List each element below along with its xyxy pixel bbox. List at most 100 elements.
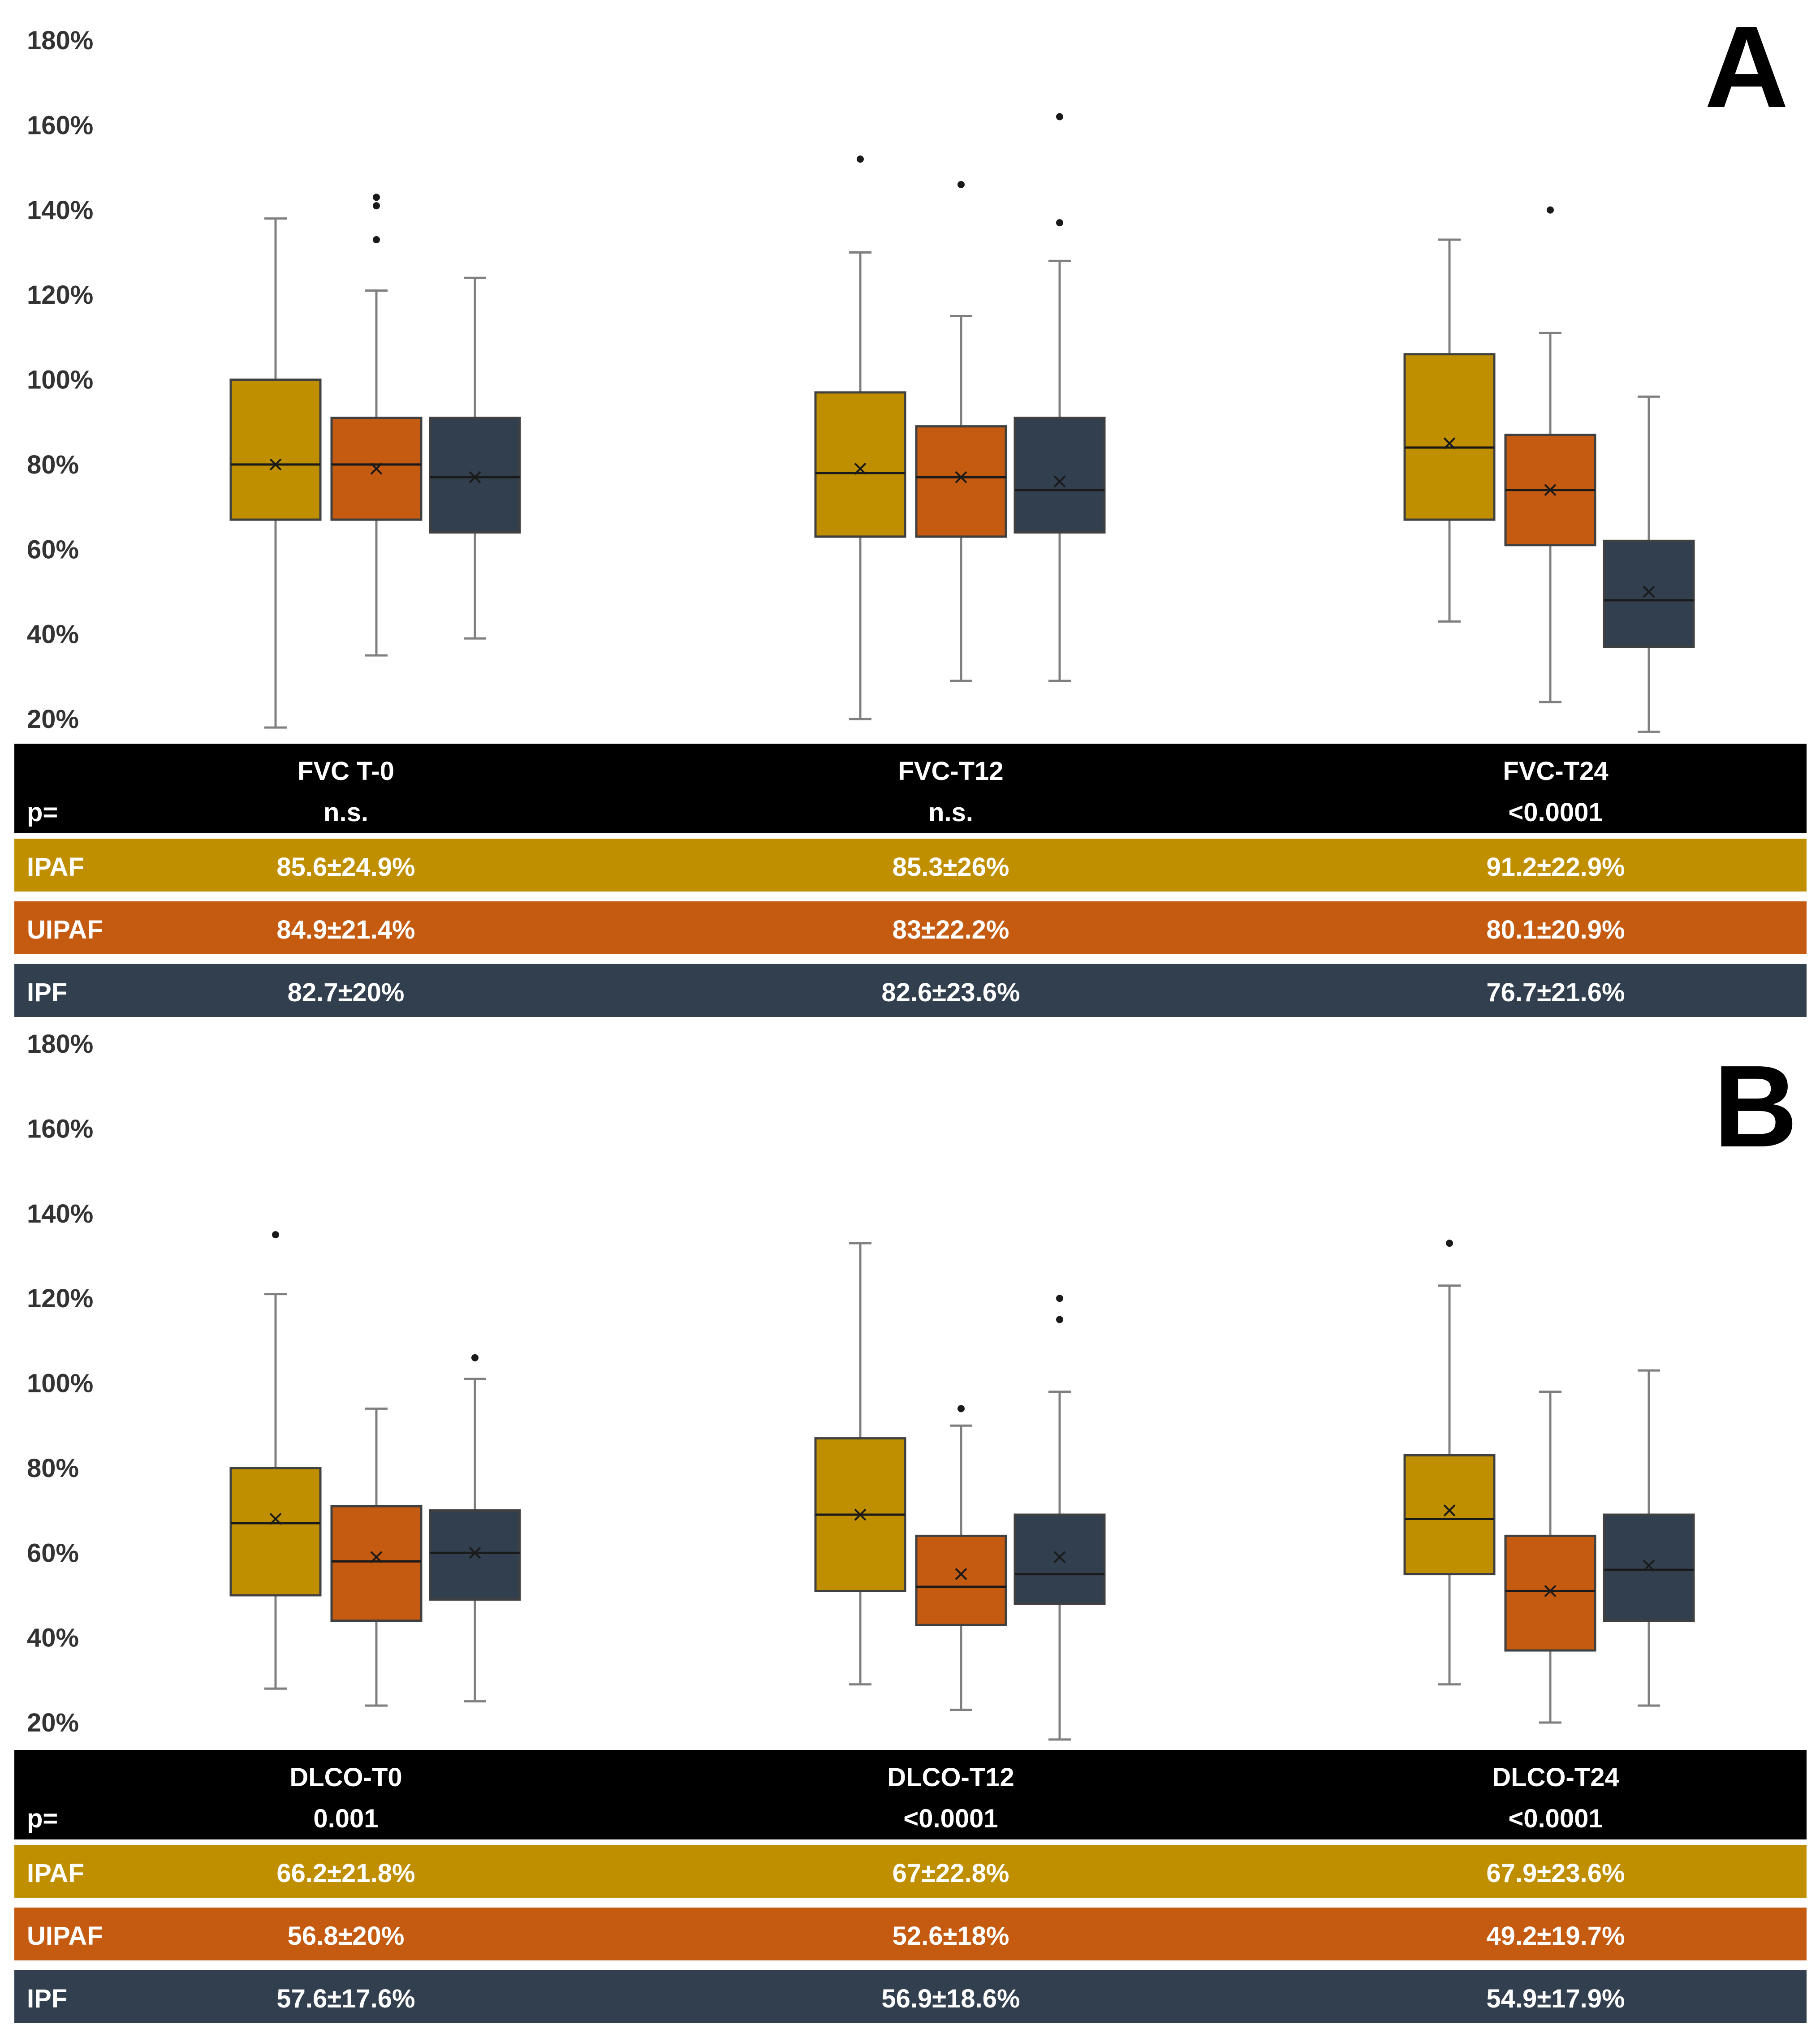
y-tick-label: 40% <box>27 1624 79 1653</box>
y-tick-label: 80% <box>27 1454 79 1483</box>
group-name: DLCO-T0 <box>289 1763 402 1792</box>
box-ipf <box>1603 1513 1695 1622</box>
y-tick-label: 80% <box>27 450 79 479</box>
mean-marker-ipaf <box>854 462 867 475</box>
mean-marker-uipaf <box>370 1551 383 1564</box>
y-tick-label: 160% <box>27 111 93 140</box>
outlier-point-ipaf <box>1446 1240 1453 1247</box>
y-tick-label: 100% <box>27 366 93 395</box>
p-value: n.s. <box>928 798 973 827</box>
table-cell: 76.7±21.6% <box>1486 978 1625 1007</box>
mean-marker-ipaf <box>269 458 282 471</box>
mean-marker-uipaf <box>955 471 967 483</box>
table-cell: 56.9±18.6% <box>881 1984 1020 2013</box>
mean-marker-uipaf <box>955 1568 967 1581</box>
panel-b: 180% 160% 140% 120% 100% 80% 60% 40% 20% B p= DL… <box>0 1004 1820 2024</box>
mean-marker-ipf <box>469 471 481 483</box>
box-ipf <box>1014 417 1106 534</box>
y-tick-label: 20% <box>27 705 79 734</box>
box-ipf <box>429 417 521 534</box>
mean-marker-ipaf <box>1443 437 1456 449</box>
mean-marker-ipaf <box>1443 1504 1456 1516</box>
table-row-ipf: IPF 57.6±17.6% 56.9±18.6% 54.9±17.9% <box>14 1970 1807 2023</box>
y-tick-label: 140% <box>27 1199 93 1228</box>
y-tick-label: 180% <box>27 26 93 55</box>
table-cell: 66.2±21.8% <box>276 1859 415 1888</box>
box-ipaf <box>229 1467 322 1597</box>
table-cell: 85.3±26% <box>892 853 1009 882</box>
row-label: UIPAF <box>27 1921 103 1951</box>
dlco-summary-table: p= DLCO-T0 0.001 DLCO-T12 <0.0001 DLCO-T… <box>14 1750 1807 2033</box>
outlier-point-uipaf <box>373 194 380 201</box>
panel-letter-b: B <box>1713 1042 1798 1172</box>
box-ipf <box>1014 1513 1106 1605</box>
y-tick-label: 160% <box>27 1114 93 1143</box>
table-header-row: p= DLCO-T0 0.001 DLCO-T12 <0.0001 DLCO-T… <box>14 1750 1807 1839</box>
mean-marker-uipaf <box>1544 484 1557 496</box>
mean-marker-uipaf <box>370 462 383 475</box>
group-name: DLCO-T12 <box>887 1763 1014 1792</box>
fvc-summary-table: p= FVC T-0 n.s. FVC-T12 n.s. FVC-T24 <0.… <box>14 744 1807 1027</box>
group-name: FVC-T24 <box>1503 757 1609 786</box>
table-cell: 85.6±24.9% <box>276 853 415 882</box>
box-uipaf <box>1504 1534 1596 1652</box>
p-value: 0.001 <box>313 1804 379 1833</box>
y-tick-label: 120% <box>27 1284 93 1313</box>
outlier-point-ipf <box>1056 1295 1063 1302</box>
table-row-uipaf: UIPAF 56.8±20% 52.6±18% 49.2±19.7% <box>14 1908 1807 1960</box>
row-label: IPAF <box>27 853 84 882</box>
table-row-ipaf: IPAF 85.6±24.9% 85.3±26% 91.2±22.9% <box>14 839 1807 892</box>
box-ipf <box>1603 539 1695 648</box>
box-ipf <box>429 1509 521 1601</box>
mean-marker-ipaf <box>854 1508 867 1521</box>
boxplot-dlco: 180% 160% 140% 120% 100% 80% 60% 40% 20% <box>27 1029 1695 1741</box>
box-ipaf <box>1403 1454 1496 1576</box>
table-row-uipaf: UIPAF 84.9±21.4% 83±22.2% 80.1±20.9% <box>14 901 1807 954</box>
p-label: p= <box>27 798 58 827</box>
y-tick-label: 40% <box>27 620 79 649</box>
y-tick-label: 180% <box>27 1029 93 1059</box>
table-cell: 83±22.2% <box>892 915 1009 944</box>
box-uipaf <box>915 1534 1007 1626</box>
outlier-point-uipaf <box>957 1405 965 1413</box>
table-cell: 57.6±17.6% <box>276 1984 415 2013</box>
box-ipaf <box>1403 353 1496 521</box>
p-value: n.s. <box>323 798 368 827</box>
panel-a: 180% 160% 140% 120% 100% 80% 60% 40% 20% A p= FV… <box>0 0 1820 1017</box>
box-uipaf <box>330 1505 423 1622</box>
outlier-point-ipf <box>1056 1316 1063 1323</box>
outlier-point-uipaf <box>957 181 965 188</box>
panel-letter-a: A <box>1704 2 1789 132</box>
mean-marker-ipf <box>1643 1559 1655 1572</box>
table-cell: 67±22.8% <box>892 1859 1009 1888</box>
table-cell: 49.2±19.7% <box>1486 1921 1625 1951</box>
table-cell: 67.9±23.6% <box>1486 1859 1625 1888</box>
y-tick-label: 100% <box>27 1369 93 1398</box>
table-row-ipaf: IPAF 66.2±21.8% 67±22.8% 67.9±23.6% <box>14 1845 1807 1898</box>
p-value: <0.0001 <box>1508 1804 1603 1833</box>
y-tick-label: 140% <box>27 196 93 225</box>
group-name: FVC T-0 <box>298 757 394 786</box>
table-cell: 82.6±23.6% <box>881 978 1020 1007</box>
box-ipaf <box>814 391 906 538</box>
outlier-point-ipf <box>1056 219 1063 227</box>
table-cell: 56.8±20% <box>287 1921 405 1951</box>
mean-marker-ipaf <box>269 1513 282 1525</box>
p-value: <0.0001 <box>1508 798 1603 827</box>
row-label: UIPAF <box>27 915 103 944</box>
mean-marker-uipaf <box>1544 1585 1557 1597</box>
y-tick-label: 60% <box>27 535 79 564</box>
group-name: DLCO-T24 <box>1492 1763 1619 1792</box>
boxplot-fvc: 180% 160% 140% 120% 100% 80% 60% 40% 20% <box>27 26 1695 734</box>
y-tick-label: 60% <box>27 1538 79 1568</box>
row-label: IPF <box>27 1984 68 2013</box>
outlier-point-ipaf <box>857 155 864 163</box>
y-tick-label: 120% <box>27 280 93 310</box>
y-tick-label: 20% <box>27 1708 79 1737</box>
mean-marker-ipf <box>1053 1551 1066 1564</box>
p-label: p= <box>27 1804 58 1833</box>
table-header-row: p= FVC T-0 n.s. FVC-T12 n.s. FVC-T24 <0.… <box>14 744 1807 833</box>
table-row-ipf: IPF 82.7±20% 82.6±23.6% 76.7±21.6% <box>14 964 1807 1017</box>
table-cell: 80.1±20.9% <box>1486 915 1625 944</box>
table-cell: 52.6±18% <box>892 1921 1009 1951</box>
